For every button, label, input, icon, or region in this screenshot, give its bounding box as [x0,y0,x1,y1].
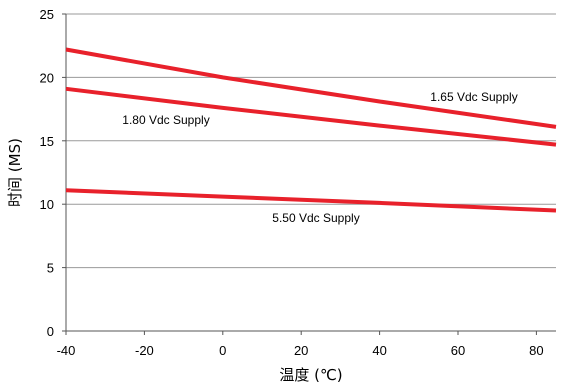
x-tick-label-4: 40 [372,343,386,358]
y-axis-label: 时间 (MS) [6,138,24,207]
x-axis-label: 温度 (℃) [279,366,342,384]
series-line-0 [65,47,557,129]
y-tick-label-1: 5 [47,261,54,276]
y-tick-label-0: 0 [47,324,54,339]
series-label-1: 1.80 Vdc Supply [122,113,209,127]
y-tick-label-5: 25 [40,7,54,22]
grid-layer [66,13,556,269]
y-tick-label-2: 10 [40,197,54,212]
series-label-0: 1.65 Vdc Supply [430,90,517,104]
x-tick-label-6: 80 [529,343,543,358]
tick-layer: 0 5 10 15 20 25 -40 -20 0 20 40 60 80 [40,7,544,358]
series-layer: 1.65 Vdc Supply 1.80 Vdc Supply 5.50 Vdc S… [65,47,557,225]
x-tick-label-3: 20 [294,343,308,358]
x-tick-label-0: -40 [57,343,76,358]
x-tick-label-5: 60 [451,343,465,358]
label-layer: 温度 (℃) 时间 (MS) [6,138,343,384]
x-tick-label-2: 0 [219,343,226,358]
y-tick-label-4: 20 [40,70,54,85]
series-line-1 [65,86,557,147]
axis-layer [65,14,556,332]
series-label-2: 5.50 Vdc Supply [272,211,359,225]
y-tick-label-3: 15 [40,134,54,149]
x-tick-label-1: -20 [135,343,154,358]
series-line-2 [65,188,557,213]
